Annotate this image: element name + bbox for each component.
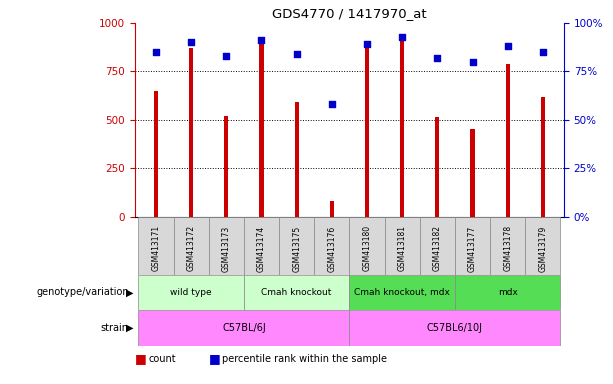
Bar (506, 64, 510, 217)
Text: Cmah knockout: Cmah knockout (262, 288, 332, 297)
Bar (349, 310, 560, 346)
Text: GSM413177: GSM413177 (468, 225, 477, 271)
Bar (490, 217, 525, 275)
Bar (525, 217, 560, 275)
Text: ▶: ▶ (126, 323, 133, 333)
Text: ■: ■ (135, 353, 147, 366)
Bar (139, 310, 349, 346)
Text: GSM413182: GSM413182 (433, 225, 442, 271)
Bar (470, 129, 474, 217)
Bar (384, 217, 420, 275)
Point (221, 53, 231, 59)
Text: GSM413180: GSM413180 (362, 225, 371, 271)
Point (257, 37, 267, 43)
Point (292, 51, 302, 57)
Point (362, 41, 372, 47)
Title: GDS4770 / 1417970_at: GDS4770 / 1417970_at (272, 7, 427, 20)
Bar (154, 91, 158, 217)
Point (538, 49, 548, 55)
Text: GSM413179: GSM413179 (538, 225, 547, 271)
Bar (294, 103, 299, 217)
Bar (173, 217, 208, 275)
Point (397, 33, 407, 40)
Text: percentile rank within the sample: percentile rank within the sample (222, 354, 387, 364)
Point (432, 55, 442, 61)
Bar (189, 48, 193, 217)
Text: GSM413175: GSM413175 (292, 225, 301, 271)
Text: genotype/variation: genotype/variation (36, 287, 129, 297)
Point (468, 59, 478, 65)
Bar (139, 217, 173, 275)
Bar (541, 97, 545, 217)
Bar (244, 275, 349, 310)
Text: GSM413178: GSM413178 (503, 225, 512, 271)
Bar (420, 217, 455, 275)
Text: C57BL6/10J: C57BL6/10J (427, 323, 483, 333)
Text: ▶: ▶ (126, 287, 133, 297)
Text: GSM413174: GSM413174 (257, 225, 266, 271)
Bar (435, 117, 440, 217)
Text: count: count (148, 354, 176, 364)
Bar (224, 116, 229, 217)
Bar (244, 217, 279, 275)
Bar (330, 201, 334, 217)
Point (151, 49, 161, 55)
Bar (314, 217, 349, 275)
Text: GSM413172: GSM413172 (186, 225, 196, 271)
Text: GSM413176: GSM413176 (327, 225, 337, 271)
Bar (455, 275, 560, 310)
Bar (208, 217, 244, 275)
Text: strain: strain (101, 323, 129, 333)
Text: GSM413171: GSM413171 (151, 225, 161, 271)
Text: ■: ■ (208, 353, 220, 366)
Text: mdx: mdx (498, 288, 517, 297)
Text: C57BL/6J: C57BL/6J (222, 323, 266, 333)
Bar (400, 38, 405, 217)
Text: GSM413181: GSM413181 (398, 225, 406, 271)
Bar (349, 217, 384, 275)
Bar (139, 275, 244, 310)
Point (186, 39, 196, 45)
Bar (349, 275, 455, 310)
Bar (279, 217, 314, 275)
Point (327, 101, 337, 108)
Bar (455, 217, 490, 275)
Bar (365, 48, 369, 217)
Bar (259, 44, 264, 217)
Text: GSM413173: GSM413173 (222, 225, 231, 271)
Text: Cmah knockout, mdx: Cmah knockout, mdx (354, 288, 450, 297)
Point (503, 43, 512, 49)
Text: wild type: wild type (170, 288, 212, 297)
